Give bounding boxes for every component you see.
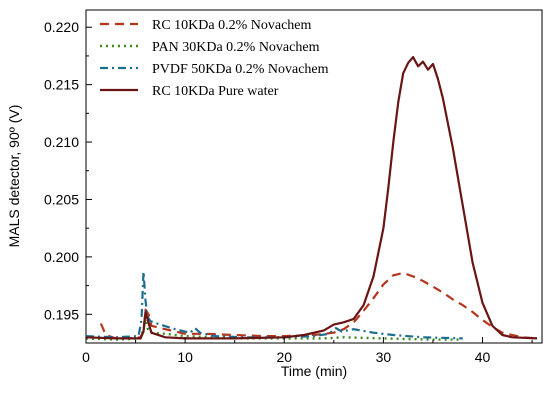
series-line-3: [85, 270, 463, 340]
x-axis-title: Time (min): [281, 363, 347, 379]
series-layer: [85, 56, 538, 341]
y-axis: 0.195 0.200 0.205 0.210 0.215 0.220: [44, 19, 92, 322]
y-tick-label: 0.205: [44, 191, 79, 207]
y-axis-title: MALS detector, 90º (V): [6, 105, 22, 248]
series-line-4: [85, 56, 538, 340]
legend-label-3: PVDF 50KDa 0.2% Novachem: [152, 62, 329, 77]
y-tick-label: 0.200: [44, 249, 79, 265]
x-tick-label: 30: [376, 349, 392, 365]
legend: RC 10KDa 0.2% Novachem PAN 30KDa 0.2% Nov…: [100, 18, 329, 99]
y-tick-label: 0.210: [44, 134, 79, 150]
x-axis: 0 10 20 30 40: [82, 337, 533, 365]
plot-frame: [85, 9, 543, 344]
x-tick-label: 10: [177, 349, 193, 365]
series-line-1: [99, 271, 538, 340]
y-tick-label: 0.220: [44, 19, 79, 35]
y-tick-label: 0.215: [44, 77, 79, 93]
legend-label-4: RC 10KDa Pure water: [152, 84, 279, 99]
x-tick-label: 20: [276, 349, 292, 365]
x-tick-label: 0: [82, 349, 90, 365]
legend-label-1: RC 10KDa 0.2% Novachem: [152, 18, 312, 33]
y-tick-label: 0.195: [44, 306, 79, 322]
x-tick-label: 40: [475, 349, 491, 365]
legend-label-2: PAN 30KDa 0.2% Novachem: [152, 40, 320, 55]
